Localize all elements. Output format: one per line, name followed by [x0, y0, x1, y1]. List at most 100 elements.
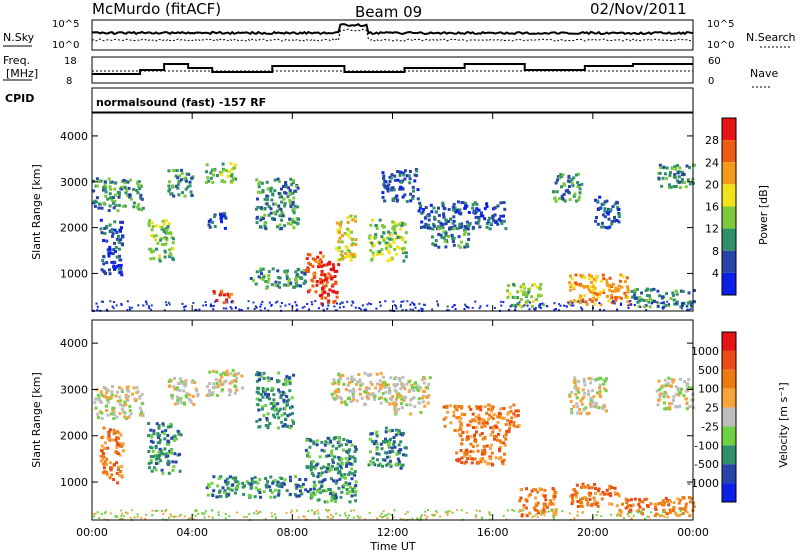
power-cell: [166, 231, 170, 235]
velocity-cell: [352, 387, 356, 391]
velocity-cell: [406, 511, 409, 513]
velocity-cell: [116, 441, 120, 445]
velocity-cell: [139, 413, 142, 417]
power-cell: [519, 285, 523, 289]
power-cell: [519, 297, 523, 301]
power-cell: [681, 307, 684, 310]
velocity-cell: [354, 480, 358, 484]
power-cell: [118, 271, 122, 275]
velocity-cell: [439, 515, 442, 518]
velocity-cell: [552, 512, 556, 516]
power-cell: [105, 239, 109, 243]
velocity-cell: [327, 509, 330, 512]
velocity-cell: [670, 402, 674, 406]
velocity-cell: [391, 401, 395, 405]
velocity-cell: [268, 485, 272, 489]
velocity-cell: [351, 455, 355, 459]
power-cell: [172, 237, 175, 241]
power-cell: [280, 212, 284, 216]
power-cell: [111, 201, 115, 205]
power-cell: [394, 237, 398, 241]
power-cell: [206, 176, 210, 180]
power-cell: [183, 306, 186, 308]
velocity-cell: [120, 390, 124, 393]
power-cell: [669, 185, 673, 189]
power-cell: [240, 309, 243, 311]
velocity-cell: [478, 510, 481, 513]
velocity-cell: [277, 484, 281, 488]
velocity-cell: [283, 412, 287, 416]
velocity-cell: [103, 512, 106, 515]
power-cell: [229, 306, 232, 309]
velocity-cell: [389, 376, 393, 380]
velocity-cell: [689, 513, 692, 516]
velocity-cell: [394, 383, 398, 387]
velocity-cell: [100, 513, 103, 516]
velocity-cell: [569, 400, 573, 403]
velocity-cell: [365, 386, 369, 390]
power-cell: [205, 304, 207, 307]
power-cell: [293, 220, 297, 224]
velocity-cell: [161, 471, 165, 475]
velocity-cell: [120, 509, 123, 512]
velocity-cell: [150, 469, 154, 473]
power-cell: [651, 301, 654, 304]
power-cell: [460, 222, 464, 226]
power-cell: [181, 302, 184, 305]
power-cell: [475, 202, 479, 206]
velocity-cell: [420, 516, 423, 519]
velocity-cell: [253, 475, 257, 479]
velocity-cell: [631, 503, 635, 507]
noise-right-tick-bottom: 10^0: [707, 40, 734, 51]
power-cell: [128, 306, 131, 309]
power-cell: [614, 296, 618, 300]
power-colorbar-tick: 12: [705, 223, 719, 236]
velocity-cell: [549, 499, 553, 503]
velocity-cell: [464, 460, 468, 464]
power-cell: [204, 301, 207, 304]
velocity-cell: [400, 385, 404, 389]
power-cell: [231, 300, 234, 303]
power-cell: [125, 188, 129, 192]
power-cell: [317, 307, 320, 310]
velocity-cell: [105, 404, 108, 408]
power-cell: [660, 302, 663, 305]
velocity-cell: [319, 473, 323, 477]
velocity-cell: [317, 472, 321, 476]
velocity-cell: [380, 396, 384, 400]
velocity-cell: [461, 430, 465, 434]
velocity-cell: [348, 381, 351, 385]
velocity-cell: [323, 478, 327, 482]
noise-left-tick-top: 10^5: [52, 19, 79, 30]
velocity-cell: [182, 389, 186, 393]
power-cell: [165, 228, 168, 232]
velocity-cell: [397, 460, 401, 464]
velocity-cell: [399, 432, 403, 436]
power-cell: [147, 222, 151, 225]
power-cell: [327, 272, 331, 276]
power-cell: [322, 279, 325, 283]
velocity-cell: [236, 511, 239, 514]
power-cell: [416, 197, 420, 201]
velocity-cell: [675, 405, 679, 409]
velocity-cell: [393, 406, 396, 410]
power-cell: [103, 272, 107, 276]
velocity-cell: [474, 419, 478, 423]
velocity-cell: [106, 436, 110, 440]
power-cell: [467, 306, 470, 309]
velocity-cell: [602, 382, 606, 386]
power-cell: [186, 185, 190, 189]
velocity-cell: [313, 513, 316, 515]
velocity-cell: [580, 485, 583, 489]
power-cell: [615, 218, 619, 222]
velocity-cell: [351, 487, 354, 491]
power-ylabel: Slant Range [km]: [30, 164, 43, 260]
velocity-cell: [512, 403, 516, 407]
velocity-cell: [480, 432, 484, 435]
velocity-cell: [224, 379, 228, 383]
power-cell: [639, 306, 642, 308]
power-cell: [483, 217, 487, 221]
power-cell: [103, 226, 107, 230]
power-cell: [294, 301, 297, 304]
power-cell: [612, 282, 615, 286]
